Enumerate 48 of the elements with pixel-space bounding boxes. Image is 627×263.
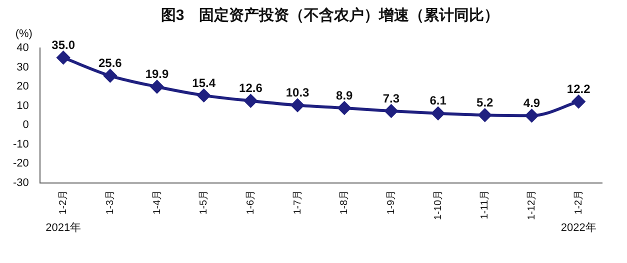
- y-tick-label: 0: [22, 119, 29, 132]
- y-axis-title: (%): [15, 28, 32, 40]
- point: [150, 80, 164, 94]
- data-label: 12.6: [239, 81, 263, 96]
- chart-title: 图3 固定资产投资（不含农户）增速（累计同比）: [160, 6, 500, 24]
- y-tick-label: 10: [16, 100, 29, 112]
- data-label: 19.9: [145, 67, 170, 82]
- point: [572, 95, 586, 108]
- x-tick-label: 1-10月: [432, 190, 444, 220]
- point: [104, 69, 117, 82]
- data-label: 8.9: [336, 88, 354, 102]
- point: [384, 104, 398, 118]
- x-tick-label: 1-4月: [152, 190, 163, 214]
- text: 2022年: [560, 222, 596, 234]
- x-tick-label: 1-2月: [573, 190, 584, 214]
- point: [56, 51, 70, 64]
- y-tick-label: 40: [16, 42, 29, 54]
- point: [432, 106, 445, 120]
- x-tick-label: 1-7月: [292, 190, 304, 214]
- y-tick-label: -20: [12, 158, 29, 170]
- x-tick-label: 1-3月: [104, 190, 116, 214]
- point: [291, 98, 304, 112]
- x-tick-label: 1-12月: [526, 190, 538, 220]
- y-tick-label: -30: [12, 177, 29, 190]
- data-label: 4.9: [523, 96, 540, 110]
- data-label: 7.3: [382, 91, 400, 106]
- text: 2021年: [46, 222, 82, 234]
- x-tick-label: 1-2月: [58, 190, 70, 214]
- data-label: 12.2: [566, 82, 591, 96]
- point: [338, 101, 351, 114]
- y-tick-label: 20: [16, 80, 29, 93]
- x-tick-label: 1-5月: [198, 190, 210, 214]
- y-tick-label: -10: [12, 138, 29, 150]
- point: [478, 108, 492, 122]
- data-label: 35.0: [52, 38, 76, 52]
- data-label: 15.4: [192, 76, 216, 90]
- x-tick-label: 1-9月: [386, 190, 397, 214]
- x-tick-label: 1-8月: [339, 190, 350, 214]
- x-tick-label: 1-6月: [245, 190, 256, 214]
- x-tick-label: 1-11月: [480, 190, 491, 220]
- data-label: 6.1: [430, 94, 447, 108]
- data-label: 5.2: [476, 95, 494, 110]
- data-label: 10.3: [286, 86, 310, 100]
- point: [525, 109, 538, 122]
- point: [244, 94, 258, 108]
- y-tick-label: 30: [16, 61, 29, 74]
- point: [197, 88, 210, 102]
- data-label: 25.6: [98, 56, 122, 70]
